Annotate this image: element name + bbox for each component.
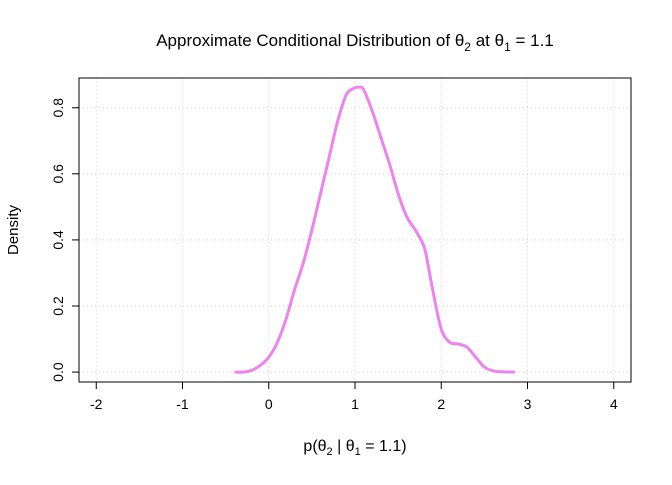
y-tick-label: 0.6 [50, 164, 66, 184]
plot-box [78, 77, 632, 383]
x-tick-label: -2 [90, 396, 103, 412]
x-tick-label: 3 [524, 396, 532, 412]
x-axis-label: p(θ2 | θ1 = 1.1) [303, 438, 406, 458]
x-tick-label: -1 [176, 396, 189, 412]
y-axis-label: Density [5, 204, 22, 255]
density-curve [234, 85, 516, 374]
grid-lines [79, 78, 631, 382]
series-layer [234, 85, 516, 374]
y-tick-label: 0.0 [50, 362, 66, 382]
y-tick-label: 0.2 [50, 296, 66, 316]
y-tick-label: 0.8 [50, 98, 66, 118]
x-tick-label: 1 [351, 396, 359, 412]
x-tick-label: 2 [437, 396, 445, 412]
x-tick-label: 4 [610, 396, 618, 412]
x-tick-label: 0 [265, 396, 273, 412]
y-tick-label: 0.4 [50, 230, 66, 250]
chart-title: Approximate Conditional Distribution of … [156, 31, 554, 54]
